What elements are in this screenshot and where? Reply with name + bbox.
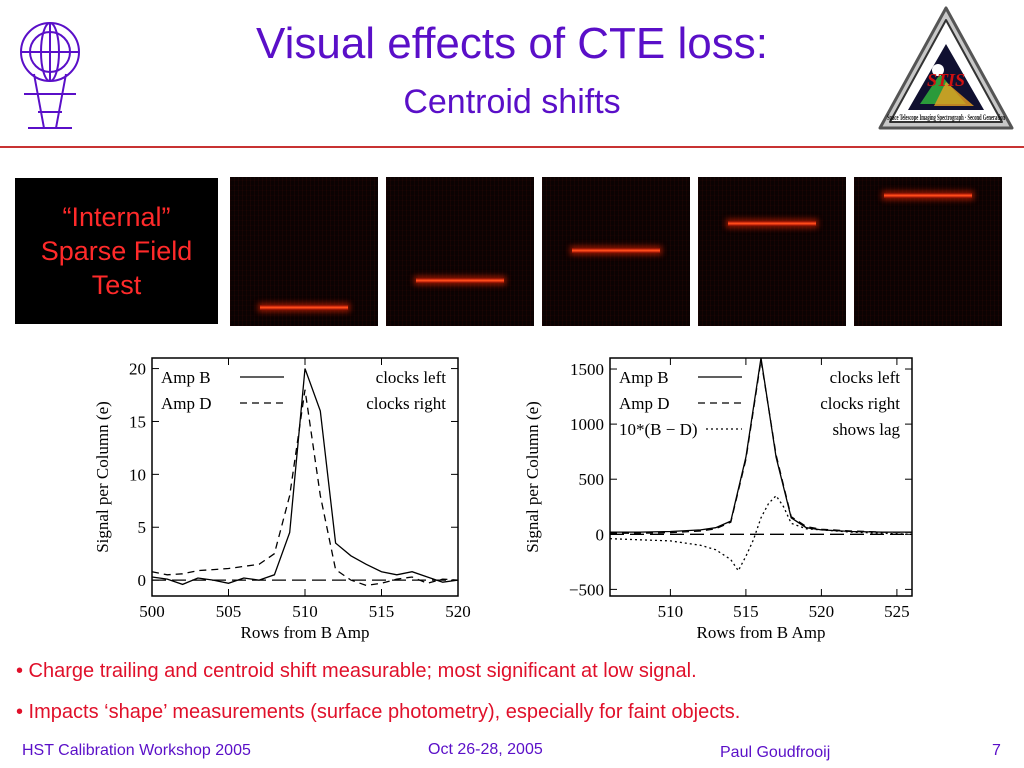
right-plot-annotation: clocks left	[830, 368, 901, 387]
left-plot-ylabel: Signal per Column (e)	[93, 401, 112, 553]
footer-author: Paul Goudfrooij	[720, 744, 831, 761]
right-plot-legend-label: 10*(B − D)	[619, 420, 698, 439]
left-plot-annotation: clocks right	[366, 394, 446, 413]
hst-logo-icon	[20, 22, 80, 129]
left-plot-xtick-label: 505	[216, 602, 242, 621]
right-plot-annotation: clocks right	[820, 394, 900, 413]
left-plot-xtick-label: 500	[139, 602, 165, 621]
streak-2	[416, 278, 504, 283]
left-plot-xtick-label: 520	[445, 602, 471, 621]
streak-4	[728, 221, 816, 226]
streak-1	[260, 305, 348, 310]
sparse-field-label-box: “Internal” Sparse Field Test	[15, 178, 218, 324]
detector-image-panel-2	[386, 177, 534, 326]
left-plot-legend-label: Amp D	[161, 394, 212, 413]
right-plot-xtick-label: 520	[809, 602, 835, 621]
detector-image-panel-3	[542, 177, 690, 326]
stis-patch-center-text: STIS	[927, 70, 965, 90]
left-plot-ytick-label: 0	[138, 571, 147, 590]
bullet-point-1: • Charge trailing and centroid shift mea…	[16, 660, 697, 682]
streak-5	[884, 193, 972, 198]
right-plot-xtick-label: 510	[658, 602, 684, 621]
header-divider	[0, 146, 1024, 148]
left-plot-xlabel: Rows from B Amp	[241, 623, 370, 642]
detector-image-panel-1	[230, 177, 378, 326]
right-plot-xtick-label: 525	[884, 602, 910, 621]
streak-3	[572, 248, 660, 253]
left-plot-series-amp-b	[151, 368, 459, 586]
left-plot-series-amp-d	[151, 389, 459, 587]
left-plot-annotation: clocks left	[376, 368, 447, 387]
left-plot-ytick-label: 10	[129, 465, 146, 484]
label-line-3: Test	[91, 270, 142, 300]
right-plot-legend-label: Amp B	[619, 368, 669, 387]
right-plot-xtick-label: 515	[733, 602, 759, 621]
page-title: Visual effects of CTE loss:	[256, 19, 768, 68]
left-plot-xtick-label: 515	[369, 602, 395, 621]
right-plot-annotation: shows lag	[832, 420, 900, 439]
label-line-1: “Internal”	[62, 202, 171, 232]
right-plot-ytick-label: 500	[579, 470, 605, 489]
left-plot-ytick-label: 5	[138, 518, 147, 537]
footer-date: Oct 26-28, 2005	[428, 741, 543, 758]
right-plot-ylabel: Signal per Column (e)	[523, 401, 542, 553]
stis-patch-ring-text: Space Telescope Imaging Spectrograph · S…	[887, 113, 1005, 122]
bullet-point-2: • Impacts ‘shape’ measurements (surface …	[16, 701, 741, 723]
signal-plot-right: 510 515 520 525 −500 0 500 1000 1500 Rows from B …	[523, 357, 913, 642]
stis-patch-logo-icon: STIS Space Telescope Imaging Spectrograp…	[878, 6, 1014, 130]
page-subtitle: Centroid shifts	[403, 83, 621, 121]
left-plot-legend-label: Amp B	[161, 368, 211, 387]
label-line-2: Sparse Field	[40, 236, 193, 266]
detector-image-panel-5	[854, 177, 1002, 326]
right-plot-xlabel: Rows from B Amp	[697, 623, 826, 642]
page-number: 7	[992, 742, 1001, 759]
right-plot-ytick-label: 1000	[570, 415, 604, 434]
right-plot-ytick-label: 1500	[570, 360, 604, 379]
right-plot-ytick-label: −500	[569, 580, 604, 599]
right-plot-ytick-label: 0	[596, 525, 605, 544]
left-plot-ytick-label: 15	[129, 412, 146, 431]
right-plot-series-10-b-d	[609, 494, 913, 572]
detector-image-panel-4	[698, 177, 846, 326]
left-plot-ytick-label: 20	[129, 360, 146, 379]
left-plot-xtick-label: 510	[292, 602, 318, 621]
footer-workshop: HST Calibration Workshop 2005	[22, 742, 251, 759]
right-plot-legend-label: Amp D	[619, 394, 670, 413]
